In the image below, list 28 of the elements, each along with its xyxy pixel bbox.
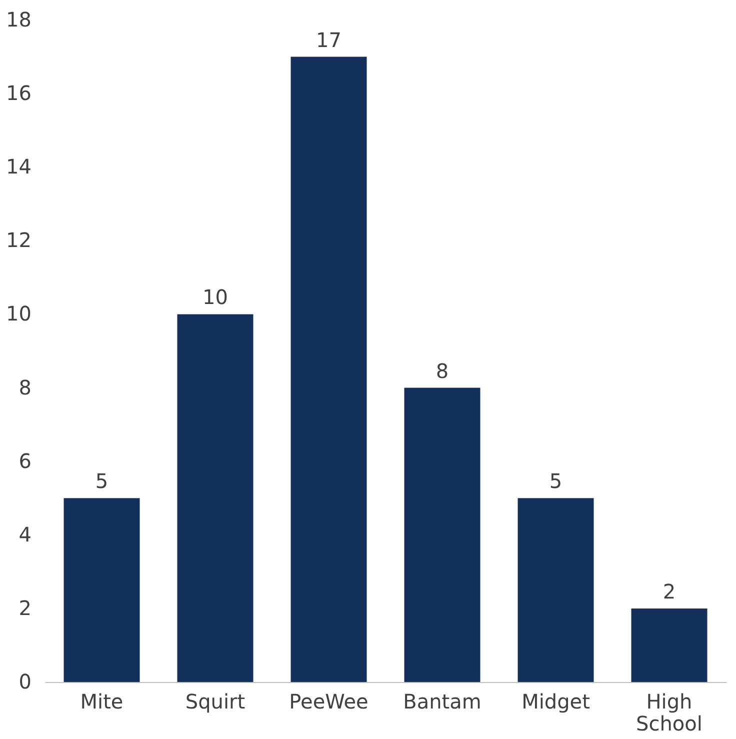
data-label: 5 [549, 469, 562, 494]
data-label: 5 [95, 469, 108, 494]
y-tick-label: 14 [6, 154, 32, 179]
y-tick-label: 10 [6, 302, 32, 326]
y-tick-label: 12 [6, 228, 32, 252]
data-label: 8 [436, 358, 449, 383]
bar [177, 314, 254, 682]
x-tick-label: Midget [522, 690, 590, 714]
bar [404, 388, 480, 682]
bar [64, 498, 140, 682]
bar [631, 608, 708, 682]
data-label: 17 [316, 28, 342, 52]
x-tick-label: High School [636, 690, 702, 736]
x-tick-label: Squirt [185, 690, 246, 714]
data-label: 10 [202, 285, 228, 310]
y-tick-label: 0 [18, 670, 32, 694]
y-tick-label: 16 [6, 81, 32, 106]
data-label: 2 [662, 579, 676, 604]
y-tick-label: 2 [18, 596, 32, 620]
bar [290, 56, 367, 682]
x-tick-label: PeeWee [289, 690, 368, 714]
y-tick-label: 8 [18, 375, 32, 400]
y-tick-label: 18 [6, 8, 32, 32]
x-tick-label: Mite [80, 690, 124, 714]
y-tick-label: 6 [18, 448, 32, 473]
bar [518, 498, 594, 682]
y-tick-label: 4 [18, 522, 32, 546]
x-tick-label: Bantam [403, 690, 482, 714]
